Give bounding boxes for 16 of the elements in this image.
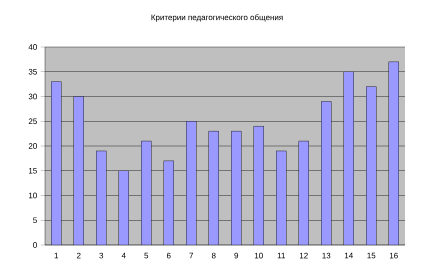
- bar: [186, 121, 196, 245]
- bar: [164, 160, 174, 245]
- bar: [254, 126, 264, 245]
- bar: [118, 170, 129, 245]
- bar: [96, 150, 106, 245]
- bar: [298, 140, 309, 245]
- bar: [366, 86, 376, 245]
- bar: [141, 140, 152, 245]
- bar: [74, 96, 84, 245]
- bar: [51, 81, 62, 245]
- bar: [344, 72, 354, 245]
- bar: [321, 101, 332, 245]
- bar: [276, 150, 286, 245]
- bar: [208, 130, 219, 245]
- bar: [388, 62, 399, 245]
- bar: [231, 130, 242, 245]
